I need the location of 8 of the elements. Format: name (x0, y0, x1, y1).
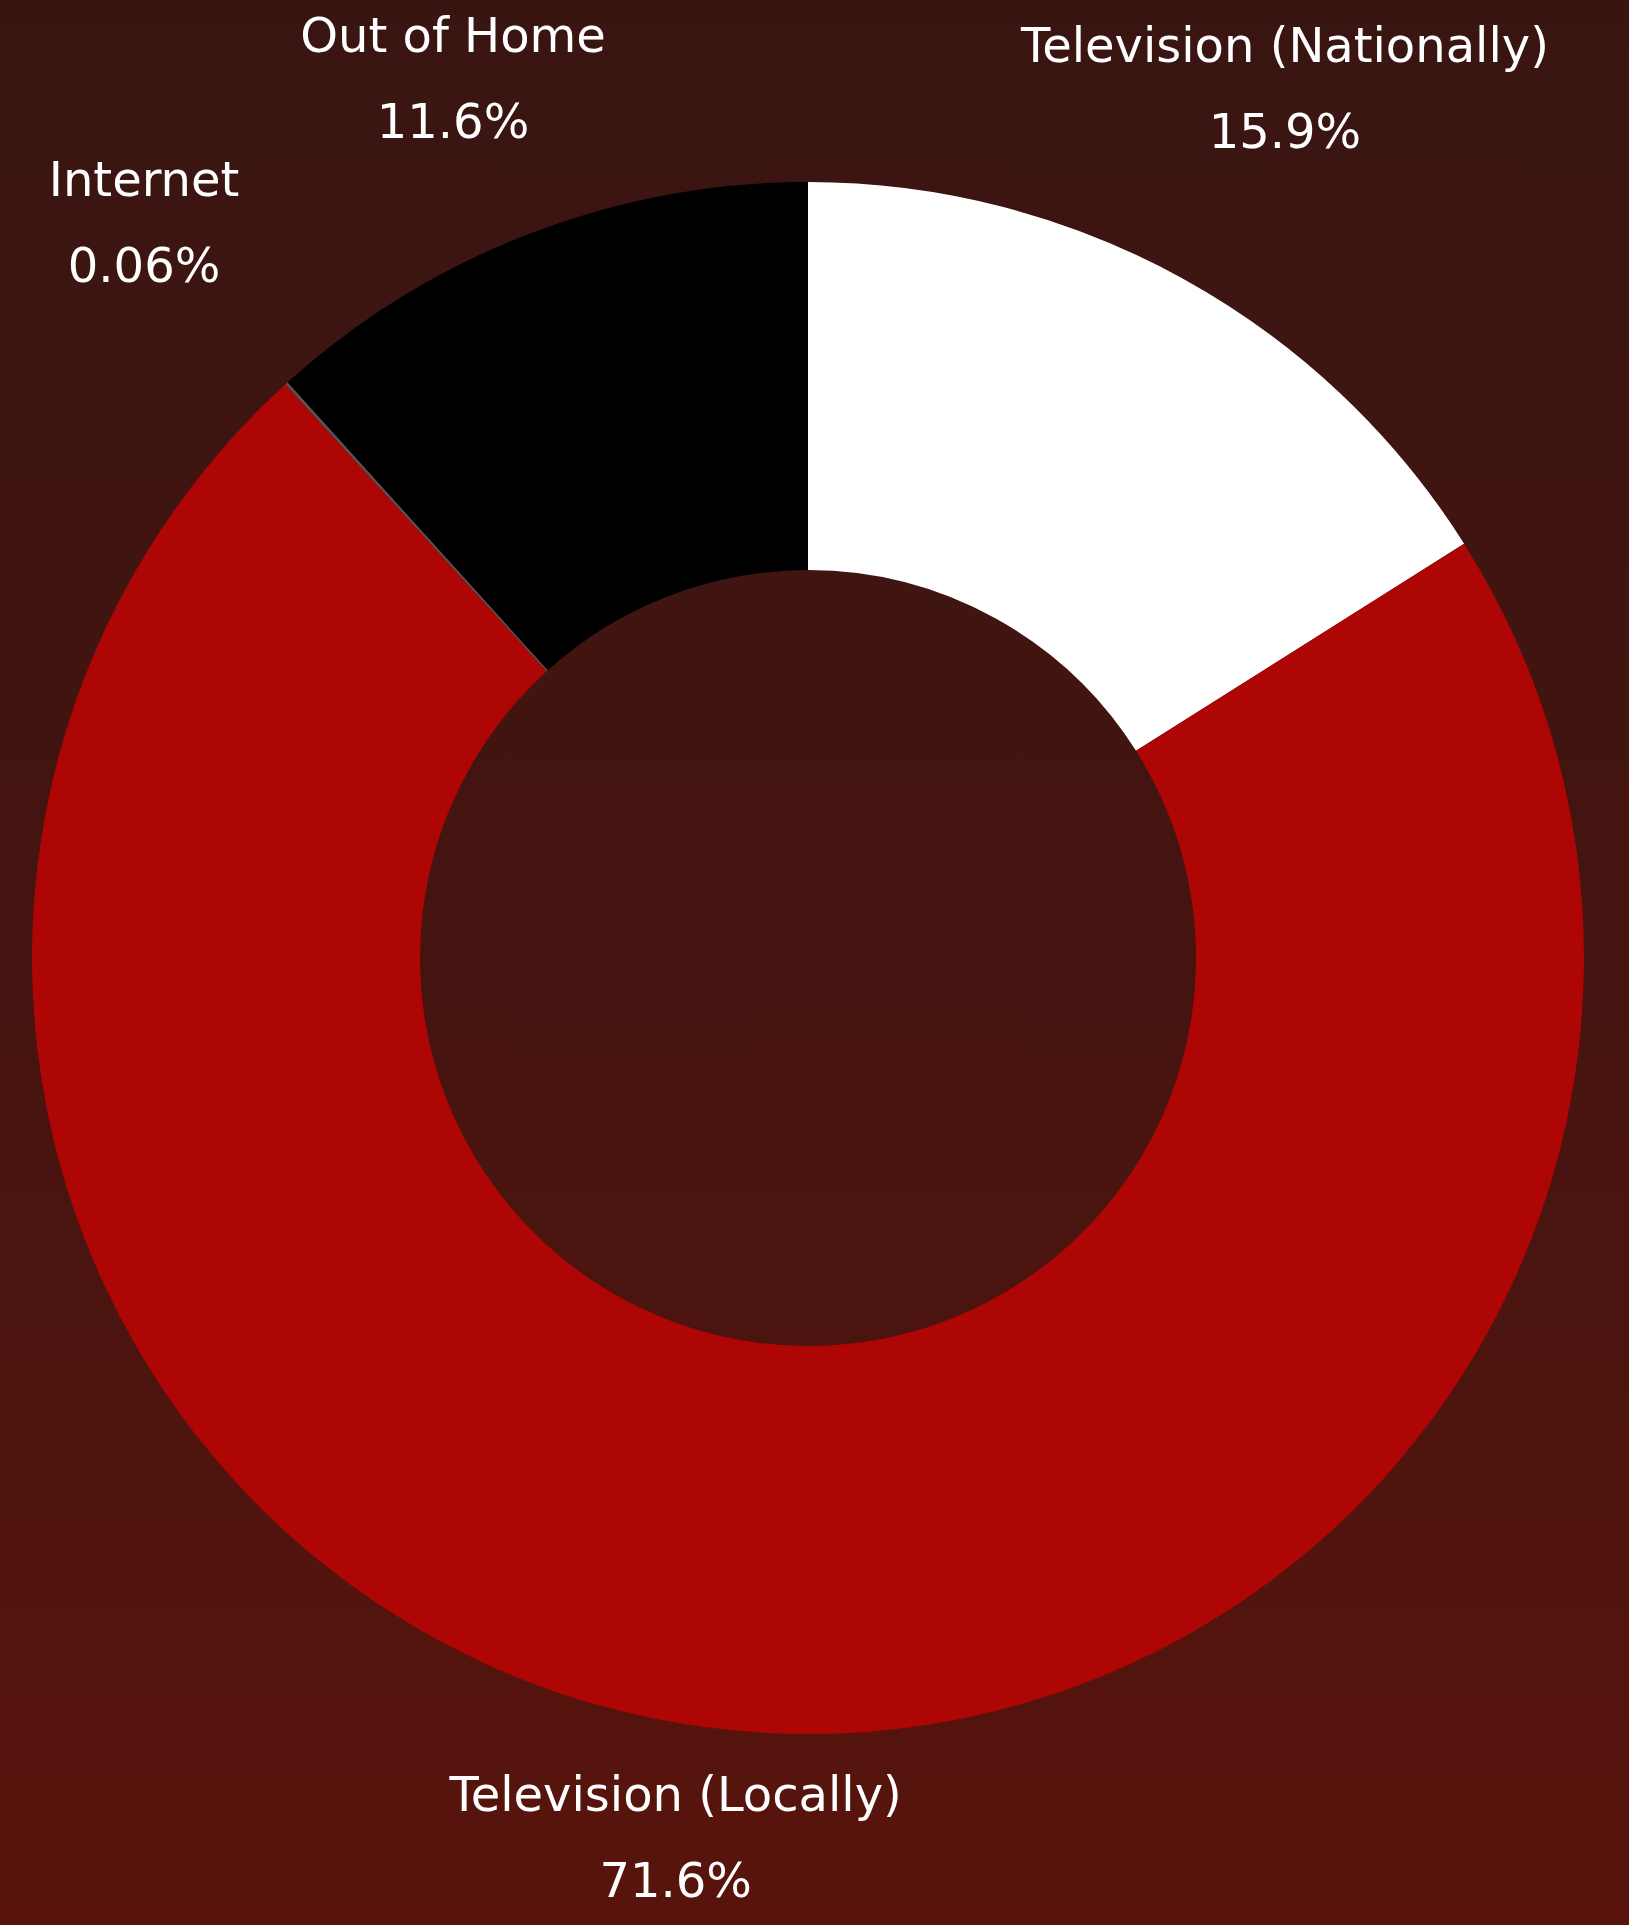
data-label: 0.06% (67, 236, 221, 293)
slice-label: Internet (48, 150, 240, 207)
data-label: 71.6% (599, 1852, 752, 1909)
data-label: 15.9% (1208, 103, 1362, 160)
data-label: 11.6% (376, 93, 530, 150)
slice-label: Television (Locally) (448, 1766, 902, 1823)
slice-label: Television (Nationally) (1019, 17, 1549, 74)
slice-label: Out of Home (300, 7, 606, 64)
